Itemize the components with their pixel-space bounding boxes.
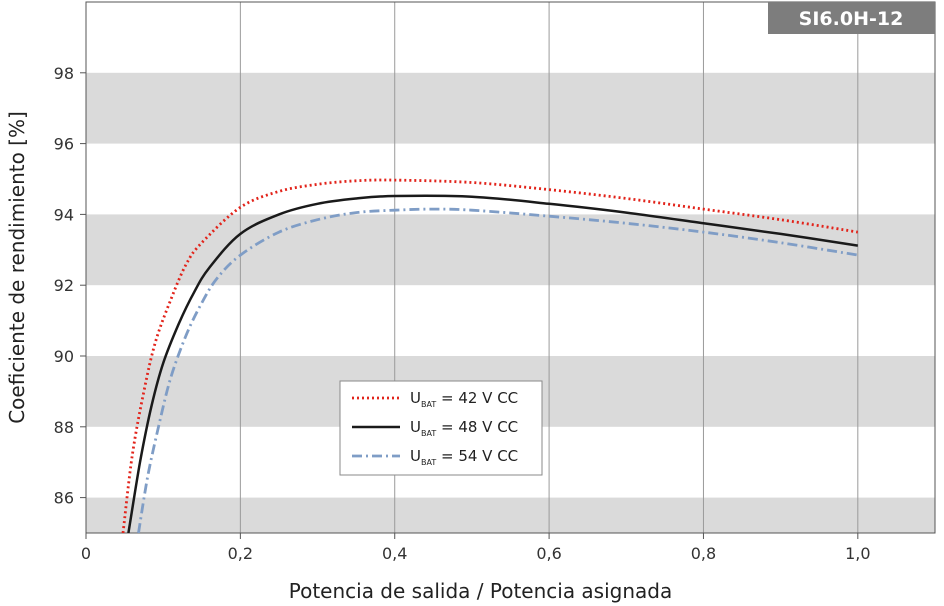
y-tick-label: 92 — [54, 276, 74, 295]
legend: UBAT = 42 V CC UBAT = 48 V CC UBAT = 54 V … — [339, 380, 543, 476]
series-line — [137, 207, 859, 533]
series-line — [127, 194, 858, 533]
series-lines — [121, 178, 859, 533]
background-band — [86, 214, 935, 286]
y-axis-title: Coeficiente de rendimiento [%] — [5, 111, 29, 424]
legend-entry-label: UBAT = 48 V CC — [410, 418, 518, 438]
plot-frame — [85, 1, 936, 534]
legend-entry-label: UBAT = 54 V CC — [410, 447, 518, 467]
background-band — [86, 497, 935, 533]
y-tick-label: 96 — [54, 135, 74, 154]
x-tick-label: 0,6 — [536, 544, 561, 563]
x-axis-title: Potencia de salida / Potencia asignada — [289, 579, 673, 603]
x-tick-label: 1,0 — [845, 544, 870, 563]
x-tick-label: 0 — [81, 544, 91, 563]
y-tick-label: 88 — [54, 418, 74, 437]
y-tick-label: 94 — [54, 205, 74, 224]
x-tick-label: 0,2 — [228, 544, 253, 563]
y-axis-ticks: 86 88 90 92 94 96 98 — [54, 64, 86, 508]
series-line — [121, 178, 859, 533]
legend-entry-label: UBAT = 42 V CC — [410, 389, 518, 409]
x-axis-ticks: 0 0,2 0,4 0,6 0,8 1,0 — [81, 533, 871, 563]
model-badge: SI6.0H-12 — [768, 2, 935, 34]
model-badge-label: SI6.0H-12 — [799, 8, 904, 30]
x-tick-label: 0,8 — [691, 544, 716, 563]
model-badge-background — [768, 2, 935, 34]
y-tick-label: 98 — [54, 64, 74, 83]
x-tick-label: 0,4 — [382, 544, 407, 563]
y-tick-label: 86 — [54, 489, 74, 508]
background-band — [86, 72, 935, 144]
y-tick-label: 90 — [54, 347, 74, 366]
